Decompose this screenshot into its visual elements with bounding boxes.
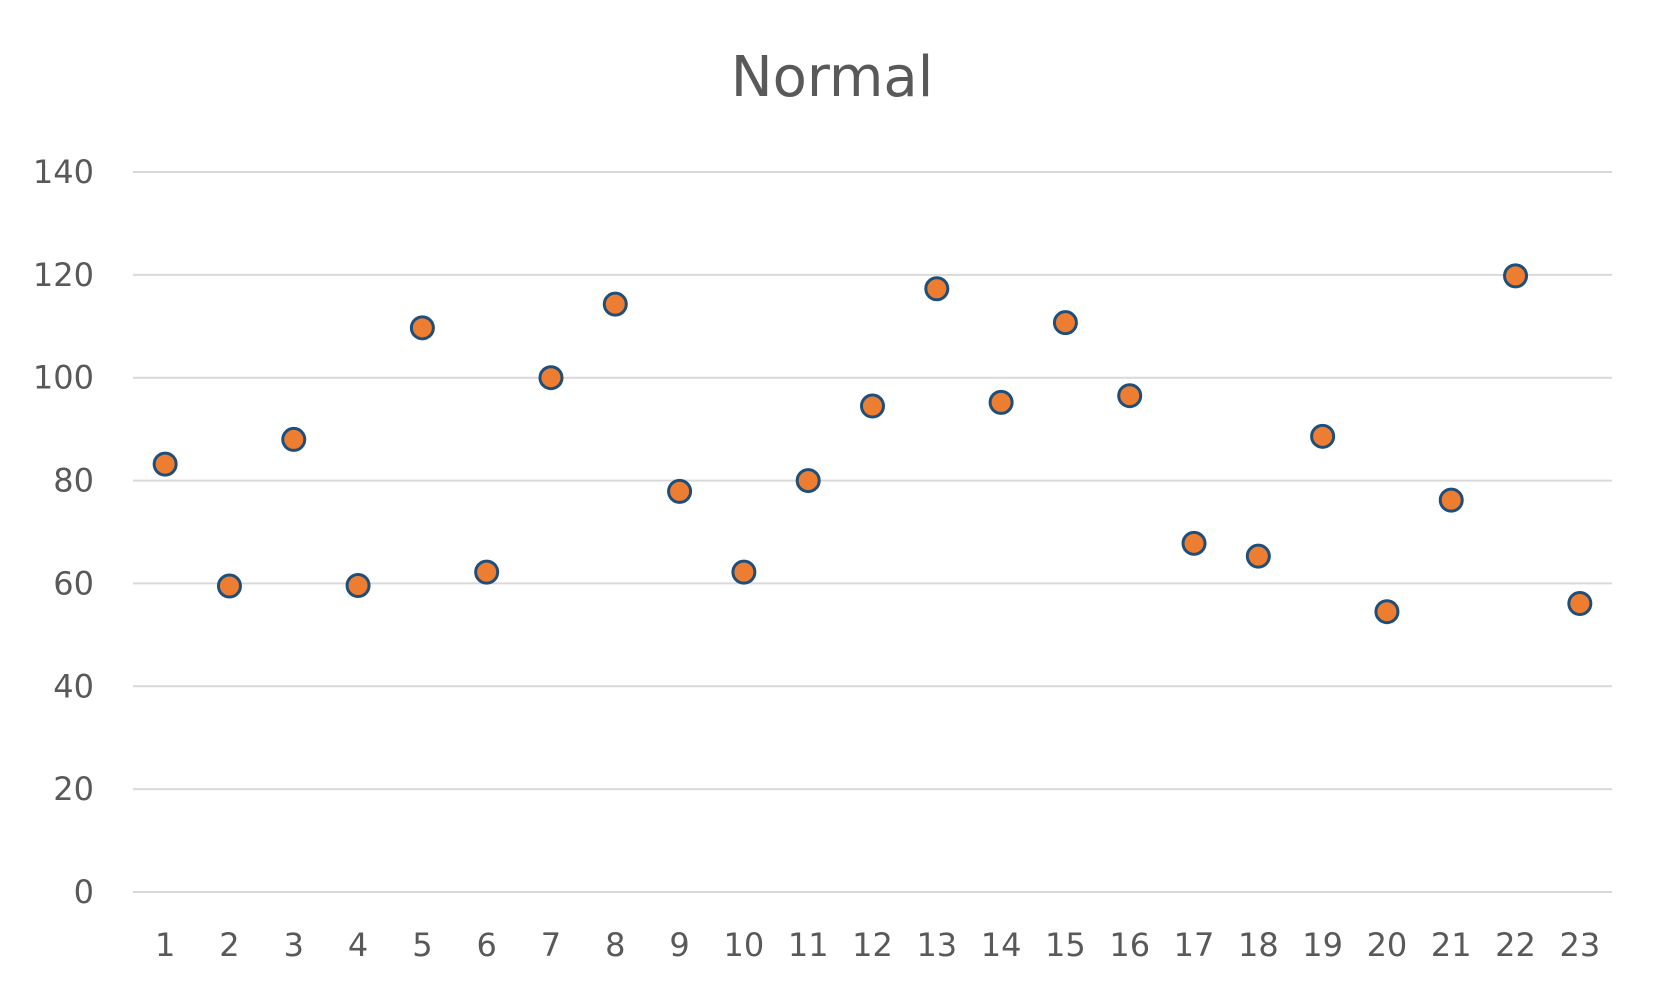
x-tick-label-19: 19: [1302, 926, 1343, 964]
data-point-19: [1310, 423, 1336, 449]
y-tick-label-140: 140: [33, 153, 94, 191]
x-tick-label-4: 4: [348, 926, 368, 964]
y-tick-label-60: 60: [53, 564, 94, 602]
data-point-17: [1181, 530, 1207, 556]
data-point-20: [1374, 599, 1400, 625]
data-point-1: [152, 451, 178, 477]
x-tick-label-21: 21: [1431, 926, 1472, 964]
chart-title: Normal: [731, 45, 934, 110]
x-tick-label-9: 9: [669, 926, 689, 964]
y-tick-label-100: 100: [33, 359, 94, 397]
x-tick-label-3: 3: [284, 926, 304, 964]
data-point-4: [345, 572, 371, 598]
x-tick-label-11: 11: [788, 926, 829, 964]
data-point-5: [409, 315, 435, 341]
x-axis-tick-labels: 1 2 3 4 5 6 7 8 9 10 11 12 13 14 15 16 17 18 19 20 21 22 23: [155, 926, 1600, 964]
data-point-2: [216, 573, 242, 599]
data-point-14: [988, 389, 1014, 415]
data-point-7: [538, 365, 564, 391]
x-tick-label-10: 10: [724, 926, 765, 964]
data-points: [152, 263, 1593, 625]
x-tick-label-17: 17: [1174, 926, 1215, 964]
data-point-16: [1117, 383, 1143, 409]
y-tick-label-20: 20: [53, 770, 94, 808]
x-tick-label-18: 18: [1238, 926, 1279, 964]
data-point-15: [1052, 310, 1078, 336]
x-tick-label-15: 15: [1045, 926, 1086, 964]
data-point-9: [667, 478, 693, 504]
x-tick-label-8: 8: [605, 926, 625, 964]
x-tick-label-6: 6: [476, 926, 496, 964]
data-point-10: [731, 559, 757, 585]
x-tick-label-5: 5: [412, 926, 432, 964]
data-point-11: [795, 468, 821, 494]
x-tick-label-14: 14: [981, 926, 1022, 964]
gridlines: [133, 171, 1612, 893]
data-point-6: [474, 559, 500, 585]
x-tick-label-12: 12: [852, 926, 893, 964]
x-tick-label-23: 23: [1559, 926, 1600, 964]
x-tick-label-7: 7: [541, 926, 561, 964]
y-tick-label-0: 0: [74, 873, 94, 911]
data-point-3: [281, 426, 307, 452]
x-tick-label-16: 16: [1109, 926, 1150, 964]
data-point-13: [924, 276, 950, 302]
x-tick-label-1: 1: [155, 926, 175, 964]
x-tick-label-22: 22: [1495, 926, 1536, 964]
y-tick-label-40: 40: [53, 667, 94, 705]
x-tick-label-20: 20: [1367, 926, 1408, 964]
data-point-21: [1438, 487, 1464, 513]
y-axis-tick-labels: 0 20 40 60 80 100 120 140: [33, 153, 94, 911]
data-point-18: [1245, 543, 1271, 569]
data-point-12: [860, 393, 885, 419]
data-point-22: [1503, 263, 1529, 289]
data-point-23: [1567, 590, 1593, 616]
y-tick-label-120: 120: [33, 256, 94, 294]
data-point-8: [602, 291, 628, 317]
x-tick-label-13: 13: [916, 926, 957, 964]
y-tick-label-80: 80: [53, 462, 94, 500]
x-tick-label-2: 2: [219, 926, 239, 964]
